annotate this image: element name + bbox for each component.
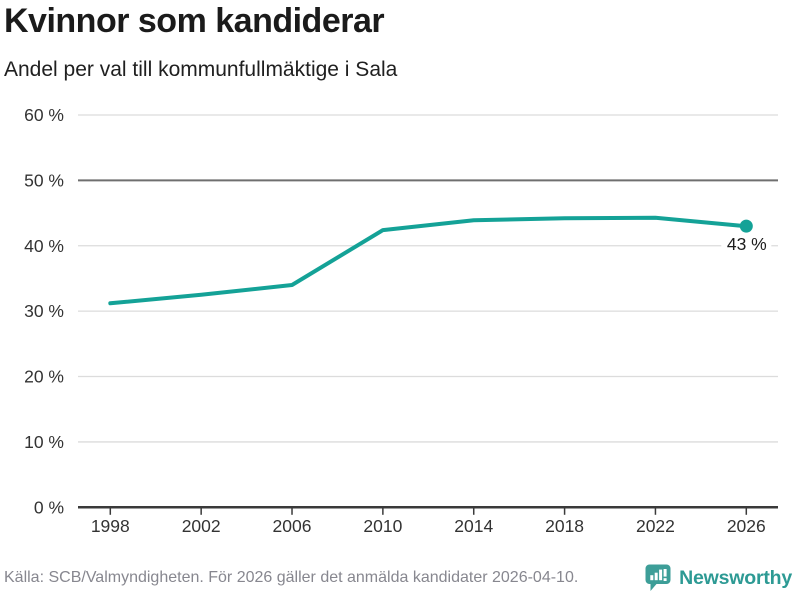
data-line xyxy=(108,215,749,306)
newsworthy-logo-link[interactable]: Newsworthy xyxy=(645,564,792,592)
newsworthy-icon xyxy=(645,564,671,591)
x-axis-label: 2006 xyxy=(273,516,312,536)
x-axis-label: 2010 xyxy=(363,516,402,536)
x-axis-label: 2018 xyxy=(545,516,584,536)
x-axis-label: 1998 xyxy=(91,516,130,536)
x-axis-label: 2014 xyxy=(454,516,493,536)
newsworthy-wordmark: Newsworthy xyxy=(679,566,792,589)
y-axis-label: 30 % xyxy=(24,301,64,321)
x-axis-label: 2026 xyxy=(727,516,766,536)
chart-subtitle: Andel per val till kommunfullmäktige i S… xyxy=(4,58,398,81)
y-axis-label: 20 % xyxy=(24,367,64,387)
y-axis-label: 10 % xyxy=(24,432,64,452)
chart-title: Kvinnor som kandiderar xyxy=(4,2,385,40)
y-axis-label: 50 % xyxy=(24,170,64,190)
end-label-backing xyxy=(721,234,772,255)
y-axis-label: 40 % xyxy=(24,236,64,256)
end-point-marker xyxy=(739,219,753,233)
y-axis-label: 60 % xyxy=(24,105,64,125)
source-text: Källa: SCB/Valmyndigheten. För 2026 gäll… xyxy=(4,569,579,586)
x-axis-label: 2022 xyxy=(636,516,675,536)
y-axis-label: 0 % xyxy=(34,497,64,517)
footer: Källa: SCB/Valmyndigheten. För 2026 gäll… xyxy=(4,562,792,594)
end-value-label: 43 % xyxy=(727,234,767,254)
x-axis-label: 2002 xyxy=(182,516,221,536)
